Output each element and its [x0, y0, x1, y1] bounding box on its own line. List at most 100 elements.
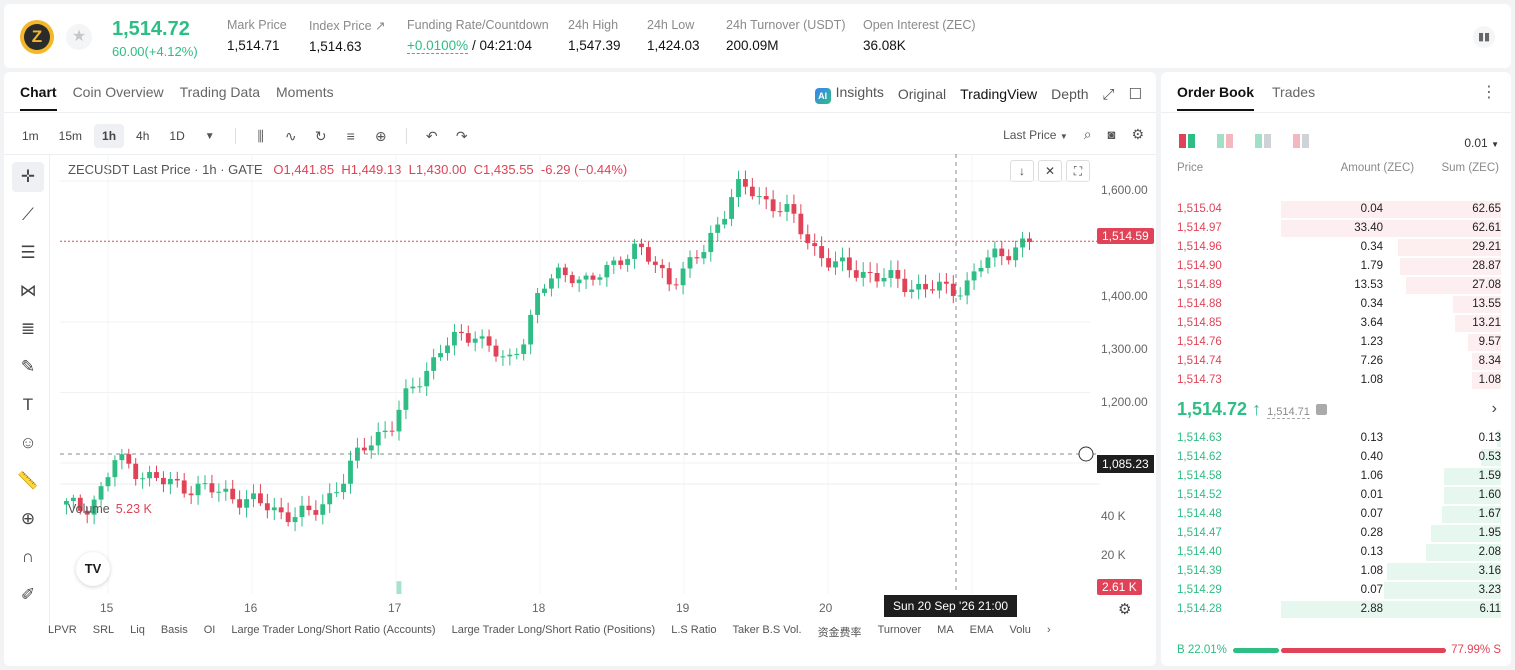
brush-icon[interactable]: ✎: [20, 357, 36, 376]
bid-row[interactable]: 1,514.39 1.08 3.16: [1161, 562, 1511, 581]
bid-row[interactable]: 1,514.58 1.06 1.59: [1161, 467, 1511, 486]
text-tool-icon[interactable]: T: [22, 395, 34, 414]
chevron-right-icon[interactable]: ›: [1046, 624, 1051, 636]
add-indicator-icon[interactable]: ⊕: [374, 127, 387, 144]
window-icon[interactable]: ☐: [1128, 86, 1142, 103]
book-mode-bids-icon[interactable]: [1255, 134, 1271, 148]
zoom-in-icon[interactable]: ⊕: [20, 509, 36, 528]
more-icon[interactable]: ⋮: [1481, 84, 1497, 101]
fib-icon[interactable]: ≣: [20, 319, 36, 338]
timeframe-15m[interactable]: 15m: [58, 129, 83, 143]
indicator-item[interactable]: Large Trader Long/Short Ratio (Positions…: [451, 624, 656, 636]
horizontal-lines-icon[interactable]: ☰: [20, 243, 36, 262]
tradingview-logo[interactable]: TV: [76, 552, 110, 586]
indicator-item[interactable]: Basis: [160, 624, 188, 636]
tab-moments[interactable]: Moments: [276, 84, 334, 100]
indicator-item[interactable]: Liq: [130, 624, 145, 636]
indicator-item[interactable]: 资金费率: [817, 627, 862, 639]
ask-row[interactable]: 1,515.04 0.04 62.65: [1161, 200, 1511, 219]
tab-trading-data[interactable]: Trading Data: [179, 84, 261, 100]
bid-row[interactable]: 1,514.47 0.28 1.95: [1161, 524, 1511, 543]
ask-row[interactable]: 1,514.97 33.40 62.61: [1161, 219, 1511, 238]
search-icon[interactable]: ⌕: [1083, 126, 1092, 142]
pencil-lock-icon[interactable]: ✐: [20, 585, 36, 604]
candle-body: [957, 295, 963, 297]
gear-icon[interactable]: ⚙: [1131, 126, 1144, 142]
ask-row[interactable]: 1,514.73 1.08 1.08: [1161, 371, 1511, 390]
redo-icon[interactable]: ↷: [455, 127, 468, 144]
timeframe-1h[interactable]: 1h: [94, 124, 125, 148]
indicator-item[interactable]: OI: [203, 624, 216, 636]
tab-coin-overview[interactable]: Coin Overview: [72, 84, 164, 100]
tab-insights[interactable]: AI Insights: [814, 84, 884, 104]
bid-row[interactable]: 1,514.28 2.88 6.11: [1161, 600, 1511, 619]
crosshair-icon[interactable]: ✛: [12, 162, 44, 192]
mid-price[interactable]: 1,514.72 ↑ 1,514.71: [1177, 399, 1327, 420]
indicator-item[interactable]: Volu: [1009, 624, 1031, 636]
undo-icon[interactable]: ↶: [425, 127, 438, 144]
favorite-star-icon[interactable]: ★: [66, 24, 92, 50]
tab-order-book[interactable]: Order Book: [1177, 84, 1255, 111]
tab-chart[interactable]: Chart: [20, 84, 57, 111]
chevron-down-icon[interactable]: ▼: [204, 130, 215, 142]
bid-row[interactable]: 1,514.48 0.07 1.67: [1161, 505, 1511, 524]
bid-row[interactable]: 1,514.62 0.40 0.53: [1161, 448, 1511, 467]
chevron-right-icon[interactable]: ›: [1491, 400, 1497, 417]
timeframe-1d[interactable]: 1D: [169, 129, 185, 143]
candlestick-chart[interactable]: [60, 154, 1156, 594]
ask-row[interactable]: 1,514.90 1.79 28.87: [1161, 257, 1511, 276]
x-axis-label: 15: [100, 601, 114, 615]
price-type-select[interactable]: Last Price ▼: [1003, 128, 1068, 142]
indicator-item[interactable]: Taker B.S Vol.: [732, 624, 802, 636]
bid-row[interactable]: 1,514.63 0.13 0.13: [1161, 429, 1511, 448]
tab-trades[interactable]: Trades: [1272, 84, 1316, 100]
timeframe-4h[interactable]: 4h: [136, 129, 150, 143]
magnet-icon[interactable]: ∩: [21, 547, 35, 566]
tab-depth[interactable]: Depth: [1051, 86, 1089, 102]
ruler-icon[interactable]: 📏: [17, 471, 39, 490]
trend-line-icon[interactable]: ⟋: [22, 205, 34, 224]
indicator-item[interactable]: Turnover: [877, 624, 922, 636]
price-change: 60.00(+4.12%): [112, 44, 198, 59]
candle-body: [715, 224, 721, 233]
bid-row[interactable]: 1,514.40 0.13 2.08: [1161, 543, 1511, 562]
stat-index-price[interactable]: Index Price ↗ 1,514.63: [309, 19, 386, 54]
bid-row[interactable]: 1,514.52 0.01 1.60: [1161, 486, 1511, 505]
guide-book-icon[interactable]: ▮▮: [1473, 26, 1495, 48]
price-axis-label: 1,300.00: [1101, 342, 1148, 356]
timeframe-1m[interactable]: 1m: [22, 129, 39, 143]
candle-body: [140, 478, 146, 480]
book-mode-split-icon[interactable]: [1217, 134, 1233, 148]
ask-row[interactable]: 1,514.74 7.26 8.34: [1161, 352, 1511, 371]
emoji-icon[interactable]: ☺: [19, 433, 37, 452]
ask-row[interactable]: 1,514.96 0.34 29.21: [1161, 238, 1511, 257]
indicator-item[interactable]: MA: [937, 624, 954, 636]
book-mode-both-icon[interactable]: [1179, 134, 1195, 148]
tab-tradingview[interactable]: TradingView: [960, 86, 1038, 102]
indicator-item[interactable]: EMA: [969, 624, 994, 636]
indicator-item[interactable]: LPVR: [48, 624, 77, 636]
bid-row[interactable]: 1,514.29 0.07 3.23: [1161, 581, 1511, 600]
ask-row[interactable]: 1,514.76 1.23 9.57: [1161, 333, 1511, 352]
volume-legend-label: Volume: [68, 502, 110, 516]
indicator-item[interactable]: L.S Ratio: [671, 624, 717, 636]
camera-icon[interactable]: ◙: [1107, 127, 1116, 142]
replay-icon[interactable]: ↻: [314, 127, 327, 144]
indicators-icon[interactable]: ∿: [284, 127, 297, 144]
pattern-icon[interactable]: ⋈: [19, 281, 37, 300]
expand-icon[interactable]: ⤢: [1102, 85, 1115, 103]
ask-row[interactable]: 1,514.88 0.34 13.55: [1161, 295, 1511, 314]
precision-select[interactable]: 0.01 ▼: [1464, 136, 1499, 150]
bid-amount: 0.07: [1360, 584, 1383, 596]
book-mode-asks-icon[interactable]: [1293, 134, 1309, 148]
candle-type-icon[interactable]: ⫼: [257, 127, 264, 144]
indicator-item[interactable]: Large Trader Long/Short Ratio (Accounts): [231, 624, 436, 636]
ask-row[interactable]: 1,514.85 3.64 13.21: [1161, 314, 1511, 333]
funding-rate-value[interactable]: +0.0100%: [407, 38, 469, 54]
ask-row[interactable]: 1,514.89 13.53 27.08: [1161, 276, 1511, 295]
tab-original[interactable]: Original: [897, 86, 947, 102]
candle-body: [119, 454, 125, 461]
indicator-item[interactable]: SRL: [92, 624, 115, 636]
templates-icon[interactable]: ≡: [346, 128, 355, 144]
gear-icon[interactable]: ⚙: [1118, 601, 1132, 618]
